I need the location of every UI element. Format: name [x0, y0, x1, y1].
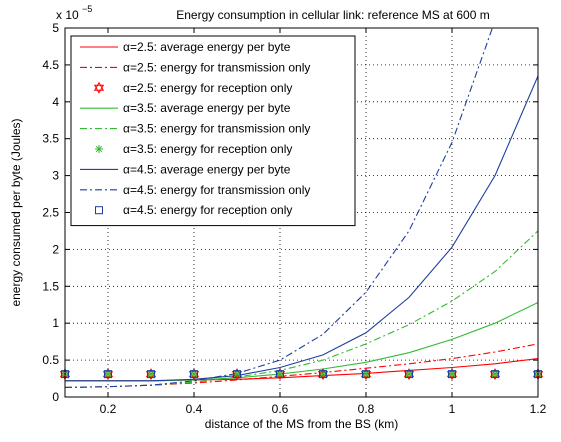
x-tick-label: 0.2	[100, 402, 117, 416]
y-tick-label: 2.5	[42, 206, 59, 220]
series-line-1	[65, 359, 538, 381]
y-tick-label: 1	[52, 316, 59, 330]
y-axis-label: energy consumed per byte (Joules)	[9, 118, 23, 306]
x-tick-label: 0.6	[272, 402, 289, 416]
series-line-4	[65, 303, 538, 381]
x-tick-label: 0.4	[186, 402, 203, 416]
chart-title: Energy consumption in cellular link: ref…	[176, 8, 489, 22]
legend-label: α=2.5: average energy per byte	[123, 40, 291, 54]
legend-label: α=4.5: average energy per byte	[123, 162, 291, 176]
data-point-s6	[147, 370, 155, 378]
data-point-s6	[104, 370, 112, 378]
y-tick-label: 0.5	[42, 353, 59, 367]
y-tick-label: 4	[52, 95, 59, 109]
legend-label: α=4.5: energy for reception only	[123, 203, 292, 217]
data-point-s6	[190, 370, 198, 378]
data-point-s6	[491, 370, 499, 378]
legend-marker-swatch	[95, 145, 103, 153]
x-tick-label: 0.8	[358, 402, 375, 416]
legend-label: α=3.5: energy for transmission only	[123, 122, 310, 136]
data-point-s6	[233, 370, 241, 378]
legend-entry-9: α=4.5: energy for reception only	[96, 203, 293, 217]
legend-entry-3: α=2.5: energy for reception only	[95, 81, 293, 95]
data-point-s6	[362, 370, 370, 378]
y-tick-label: 3.5	[42, 132, 59, 146]
legend-label: α=2.5: energy for reception only	[123, 81, 292, 95]
x-tick-label: 1.2	[530, 402, 547, 416]
y-tick-label: 5	[52, 21, 59, 35]
legend-entry-6: α=3.5: energy for reception only	[95, 142, 292, 156]
y-tick-label: 2	[52, 242, 59, 256]
data-point-s6	[319, 370, 327, 378]
x-tick-label: 1	[449, 402, 456, 416]
legend-label: α=4.5: energy for transmission only	[123, 183, 310, 197]
x-axis-label: distance of the MS from the BS (km)	[205, 417, 398, 431]
data-point-s6	[276, 370, 284, 378]
legend-label: α=3.5: average energy per byte	[123, 101, 291, 115]
y-axis-exponent-base: x 10	[56, 8, 79, 22]
legend: α=2.5: average energy per byte α=2.5: ene…	[71, 36, 355, 226]
y-tick-label: 3	[52, 169, 59, 183]
y-tick-label: 0	[52, 390, 59, 404]
data-point-s6	[405, 370, 413, 378]
legend-label: α=3.5: energy for reception only	[123, 142, 292, 156]
legend-label: α=2.5: energy for transmission only	[123, 60, 310, 74]
series-line-5	[65, 231, 538, 388]
y-tick-label: 4.5	[42, 58, 59, 72]
data-point-s6	[448, 370, 456, 378]
y-axis-exponent-power: −5	[82, 4, 92, 14]
y-tick-label: 1.5	[42, 279, 59, 293]
